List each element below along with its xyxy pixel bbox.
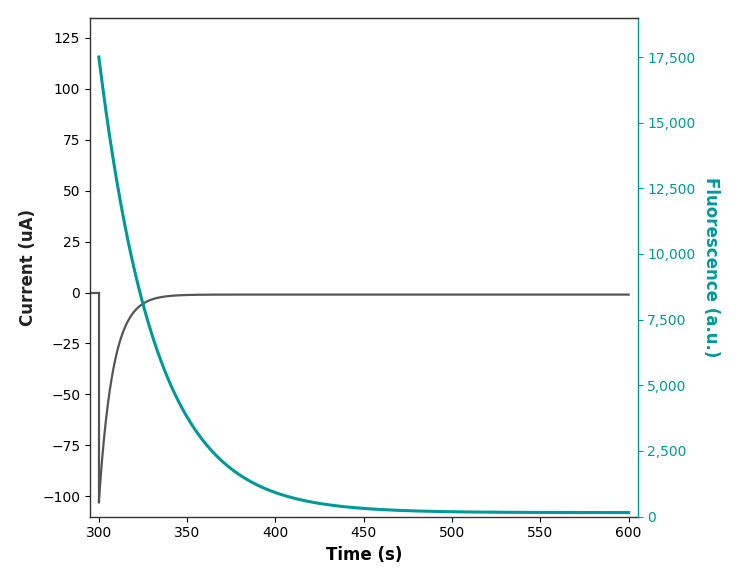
- Y-axis label: Current (uA): Current (uA): [19, 208, 37, 326]
- Y-axis label: Fluorescence (a.u.): Fluorescence (a.u.): [703, 177, 721, 357]
- X-axis label: Time (s): Time (s): [326, 546, 402, 564]
